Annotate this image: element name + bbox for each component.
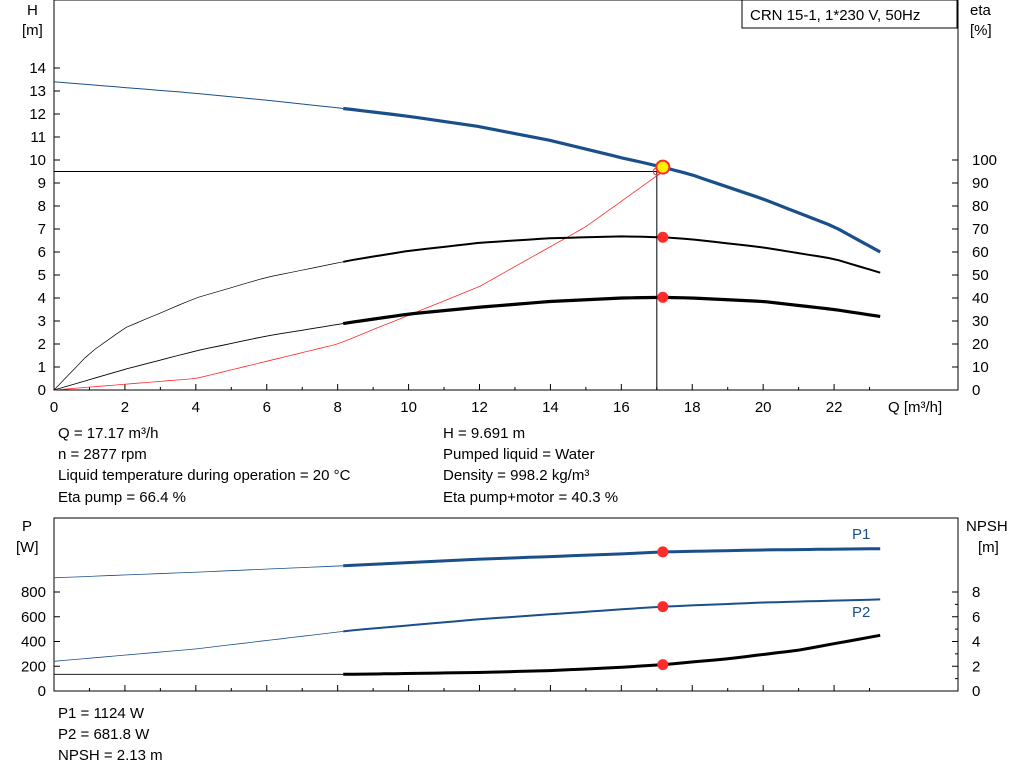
p2-curve-thin <box>53 631 344 662</box>
npsh-tick-label: 6 <box>972 609 980 626</box>
eta-tick-label: 60 <box>972 244 989 261</box>
eta-pump-marker <box>657 231 669 243</box>
h-tick-label: 1 <box>38 359 46 376</box>
eta-tick-label: 20 <box>972 336 989 353</box>
h-tick-label: 11 <box>30 129 46 146</box>
q-tick-label: 4 <box>192 399 200 416</box>
p1-marker <box>657 546 669 558</box>
bottom-plot-frame <box>53 517 959 692</box>
p-tick-label: 400 <box>21 634 46 651</box>
eta-pump-motor-curve-thin <box>53 323 344 391</box>
head-curve-thin <box>53 81 344 109</box>
p-tick-label: 800 <box>21 584 46 601</box>
eta-tick-label: 10 <box>972 359 989 376</box>
eta-tick-label: 70 <box>972 221 989 238</box>
product-label-box <box>741 0 958 29</box>
readout-q: Q = 17.17 m³/h <box>58 425 159 442</box>
p2-curve <box>343 598 881 633</box>
eta-pump-motor-marker <box>657 291 669 303</box>
q-tick-label: 16 <box>613 399 630 416</box>
npsh-tick-label: 4 <box>972 634 980 651</box>
eta-tick-label: 90 <box>972 175 989 192</box>
eta-pump-motor-curve <box>342 295 881 326</box>
p1-series-label: P1 <box>852 526 870 543</box>
readout-temperature: Liquid temperature during operation = 20… <box>58 467 351 484</box>
eta-tick-label: 100 <box>972 152 997 169</box>
p1-curve <box>343 547 881 568</box>
h-tick-label: 10 <box>29 152 46 169</box>
p-tick-label: 600 <box>21 609 46 626</box>
p1-curve-thin <box>53 565 344 579</box>
p-axis-unit: [W] <box>16 539 39 556</box>
npsh-axis-unit: [m] <box>978 539 999 556</box>
npsh-marker <box>657 659 669 671</box>
system-curve-thin <box>53 171 664 391</box>
head-curve <box>343 106 881 254</box>
h-tick-label: 3 <box>38 313 46 330</box>
h-tick-label: 8 <box>38 198 46 215</box>
top-plot-frame <box>53 0 959 391</box>
p2-marker <box>657 601 669 613</box>
product-label: CRN 15-1, 1*230 V, 50Hz <box>750 7 920 24</box>
q-tick-label: 14 <box>542 399 559 416</box>
eta-tick-label: 80 <box>972 198 989 215</box>
h-tick-label: 6 <box>38 244 46 261</box>
npsh-tick-label: 8 <box>972 584 980 601</box>
duty-point-marker <box>655 159 671 175</box>
p-axis-label: P <box>22 518 32 535</box>
h-axis-label: H <box>27 2 38 19</box>
eta-axis-unit: [%] <box>970 22 992 39</box>
eta-pump-curve-thin <box>53 261 344 391</box>
readout-p2: P2 = 681.8 W <box>58 726 150 743</box>
npsh-curve <box>343 633 881 676</box>
readout-eta-pump: Eta pump = 66.4 % <box>58 489 186 506</box>
q-axis-label: Q [m³/h] <box>888 399 942 416</box>
readout-p1: P1 = 1124 W <box>58 705 145 722</box>
eta-axis-label: eta <box>970 2 992 19</box>
h-tick-label: 4 <box>38 290 46 307</box>
h-tick-label: 12 <box>29 106 46 123</box>
h-tick-label: 7 <box>38 221 46 238</box>
q-tick-label: 2 <box>121 399 129 416</box>
p2-series-label: P2 <box>852 604 870 621</box>
eta-tick-label: 40 <box>972 290 989 307</box>
npsh-tick-label: 0 <box>972 683 980 700</box>
readout-h: H = 9.691 m <box>443 425 526 442</box>
h-tick-label: 9 <box>38 175 46 192</box>
readout-npsh: NPSH = 2.13 m <box>58 747 163 764</box>
h-tick-label: 2 <box>38 336 46 353</box>
readout-density: Density = 998.2 kg/m³ <box>443 467 590 484</box>
eta-tick-label: 50 <box>972 267 989 284</box>
q-tick-label: 8 <box>333 399 341 416</box>
readout-liquid: Pumped liquid = Water <box>443 446 595 463</box>
readout-eta-pump-motor: Eta pump+motor = 40.3 % <box>443 489 619 506</box>
h-axis-unit: [m] <box>22 22 43 39</box>
eta-pump-curve <box>343 235 881 274</box>
q-tick-label: 18 <box>684 399 701 416</box>
power-npsh-chart: 0 200 400 600 800 0 2 4 6 8 P [W] NPSH [m] P1 P2 <box>16 517 1008 700</box>
eta-tick-label: 30 <box>972 313 989 330</box>
p-tick-label: 200 <box>21 658 46 675</box>
h-tick-label: 5 <box>38 267 46 284</box>
h-tick-label: 0 <box>38 382 46 399</box>
p-tick-label: 0 <box>38 683 46 700</box>
q-tick-label: 6 <box>263 399 271 416</box>
h-tick-label: 13 <box>29 83 46 100</box>
q-tick-label: 12 <box>471 399 488 416</box>
eta-tick-label: 0 <box>972 382 980 399</box>
q-tick-label: 20 <box>755 399 772 416</box>
h-tick-label: 14 <box>29 60 46 77</box>
q-tick-label: 0 <box>50 399 58 416</box>
q-tick-label: 22 <box>826 399 843 416</box>
readout-n: n = 2877 rpm <box>58 446 147 463</box>
npsh-tick-label: 2 <box>972 658 980 675</box>
npsh-axis-label: NPSH <box>966 518 1008 535</box>
q-tick-label: 10 <box>400 399 417 416</box>
head-efficiency-chart: 0123456789101112131401020304050607080901… <box>22 0 997 416</box>
